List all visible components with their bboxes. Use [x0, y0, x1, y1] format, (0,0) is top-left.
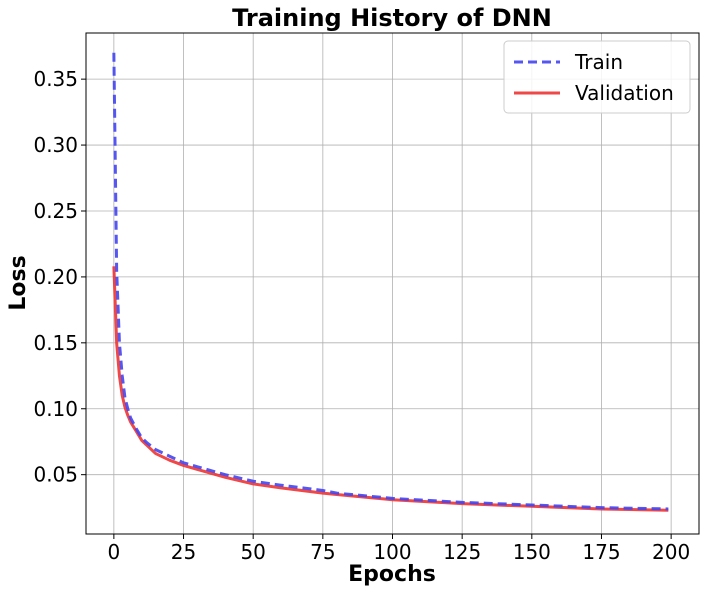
y-axis-label: Loss — [6, 255, 31, 310]
axis-ticks: 0 25 50 75 100 125 150 175 200 0.05 0.10 0.15 0.20 0.… — [33, 67, 690, 564]
series-lines — [112, 52, 669, 512]
x-tick-label: 125 — [443, 540, 481, 564]
x-tick-label: 200 — [652, 540, 690, 564]
chart-title: Training History of DNN — [232, 4, 552, 32]
x-axis-label: Epochs — [348, 562, 436, 587]
x-tick-label: 75 — [310, 540, 335, 564]
y-tick-label: 0.25 — [33, 199, 78, 223]
x-tick-label: 175 — [582, 540, 620, 564]
legend-label-train: Train — [574, 50, 623, 74]
y-tick-label: 0.35 — [33, 67, 78, 91]
x-tick-label: 25 — [171, 540, 196, 564]
series-line-validation — [112, 266, 669, 512]
series-line-train — [112, 52, 669, 511]
y-tick-label: 0.10 — [33, 397, 78, 421]
x-tick-label: 0 — [107, 540, 120, 564]
x-tick-label: 150 — [513, 540, 551, 564]
x-tick-label: 50 — [240, 540, 265, 564]
legend: Train Validation — [503, 40, 691, 114]
y-tick-label: 0.05 — [33, 463, 78, 487]
y-tick-label: 0.20 — [33, 265, 78, 289]
legend-box — [503, 40, 691, 114]
grid — [86, 33, 699, 534]
x-tick-label: 100 — [373, 540, 411, 564]
y-tick-label: 0.15 — [33, 331, 78, 355]
legend-label-validation: Validation — [575, 81, 674, 105]
y-tick-label: 0.30 — [33, 133, 78, 157]
